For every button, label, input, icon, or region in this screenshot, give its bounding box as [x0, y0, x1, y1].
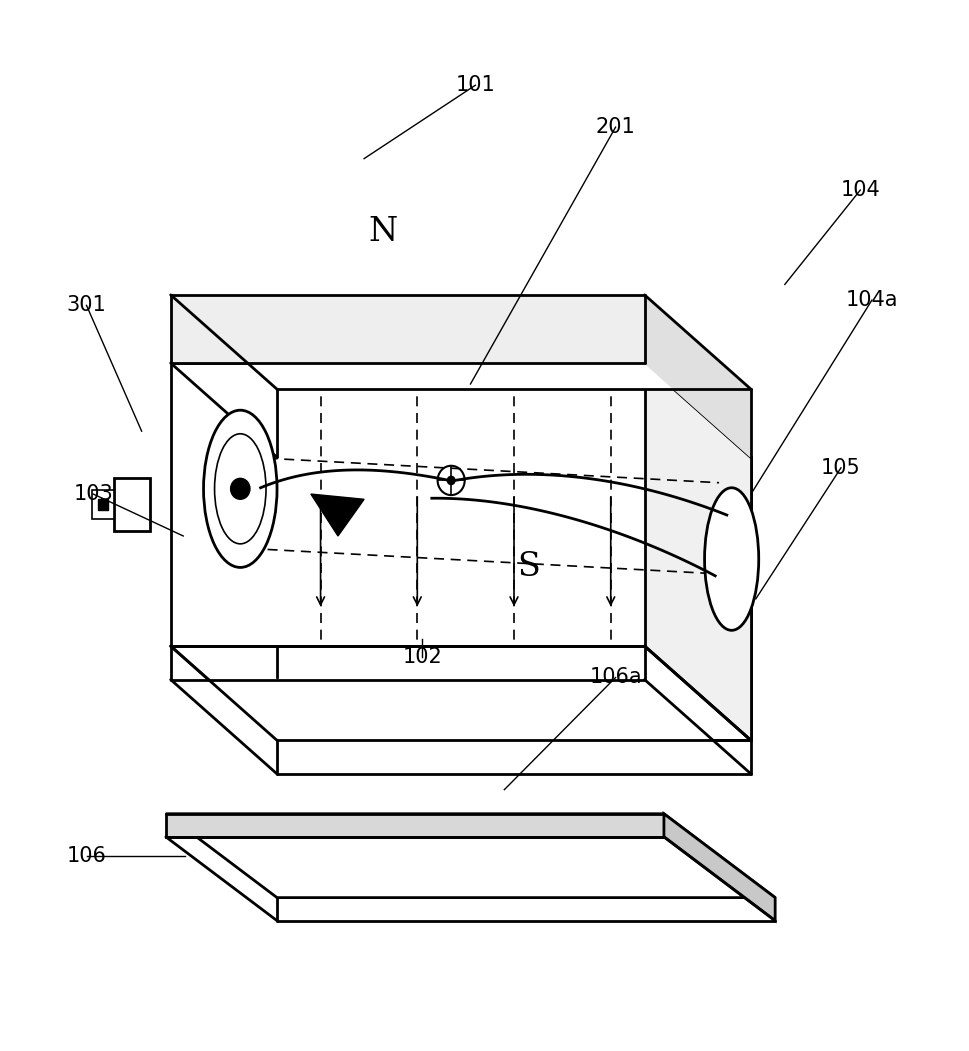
Polygon shape	[644, 295, 750, 457]
Circle shape	[231, 478, 250, 499]
Ellipse shape	[203, 410, 277, 568]
Polygon shape	[171, 295, 750, 389]
Polygon shape	[311, 494, 363, 536]
Polygon shape	[171, 363, 644, 646]
Polygon shape	[98, 499, 108, 510]
Polygon shape	[166, 813, 774, 898]
Text: 201: 201	[595, 117, 635, 138]
Polygon shape	[277, 457, 750, 740]
Text: 301: 301	[67, 295, 107, 315]
Polygon shape	[663, 813, 774, 921]
Text: 103: 103	[74, 485, 113, 504]
Ellipse shape	[703, 488, 758, 631]
Polygon shape	[166, 813, 663, 837]
Text: 101: 101	[455, 76, 495, 96]
Text: 105: 105	[820, 458, 860, 478]
Circle shape	[447, 476, 454, 485]
Polygon shape	[92, 490, 113, 519]
Text: S: S	[516, 552, 540, 583]
Polygon shape	[171, 680, 750, 774]
Polygon shape	[644, 363, 750, 740]
Ellipse shape	[214, 434, 266, 543]
Polygon shape	[113, 478, 150, 531]
Text: 104a: 104a	[845, 290, 897, 310]
Text: 104: 104	[839, 180, 879, 200]
Polygon shape	[171, 295, 644, 363]
Text: 106a: 106a	[588, 667, 641, 687]
Text: 102: 102	[402, 646, 442, 666]
Text: 106: 106	[67, 846, 107, 866]
Text: N: N	[368, 217, 397, 248]
